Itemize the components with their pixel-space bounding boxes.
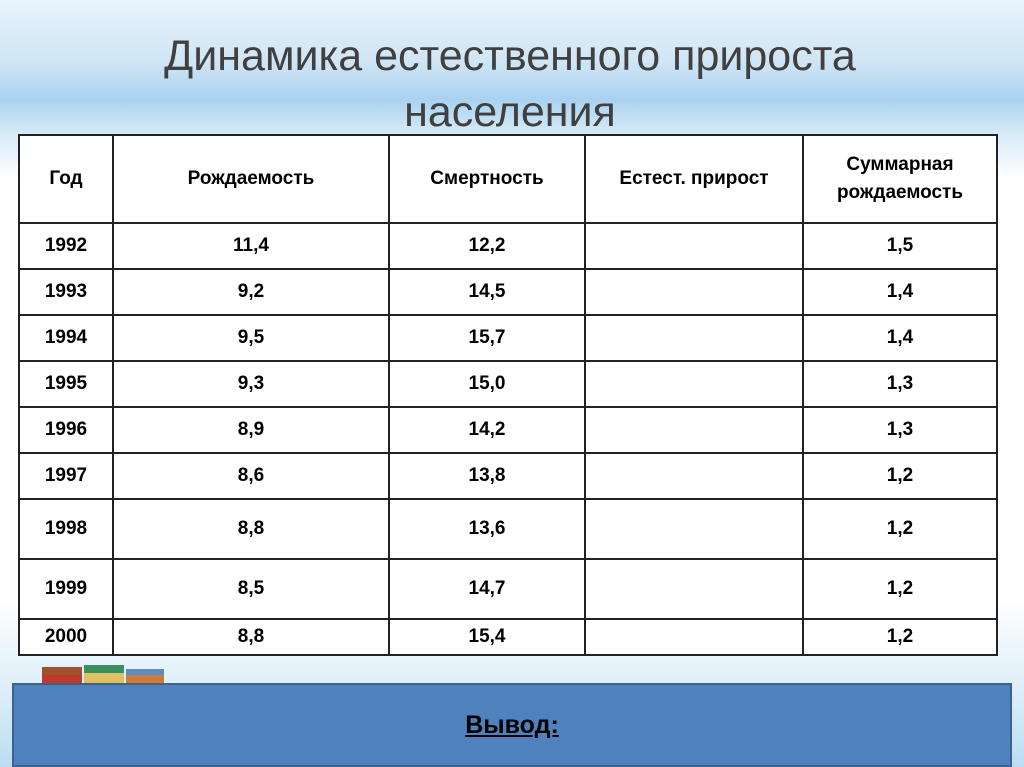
cell-year: 2000 <box>18 618 114 656</box>
cell-year: 1996 <box>18 406 114 454</box>
cell-total-fertility: 1,3 <box>802 360 998 408</box>
cell-death-rate: 15,7 <box>388 314 586 362</box>
cell-total-fertility: 1,2 <box>802 452 998 500</box>
cell-natural-growth <box>584 558 804 620</box>
header-total-line2: рождаемость <box>836 182 964 203</box>
cell-death-rate: 15,0 <box>388 360 586 408</box>
cell-birth-rate: 8,5 <box>112 558 390 620</box>
cell-birth-rate: 9,2 <box>112 268 390 316</box>
cell-death-rate: 15,4 <box>388 618 586 656</box>
cell-total-fertility: 1,3 <box>802 406 998 454</box>
cell-year: 1999 <box>18 558 114 620</box>
header-total-line1: Суммарная <box>846 154 954 175</box>
cell-birth-rate: 8,6 <box>112 452 390 500</box>
header-year: Год <box>18 134 114 224</box>
cell-birth-rate: 8,9 <box>112 406 390 454</box>
table-row: 1998 8,8 13,6 1,2 <box>18 498 998 560</box>
cell-total-fertility: 1,2 <box>802 498 998 560</box>
table-row: 1992 11,4 12,2 1,5 <box>18 222 998 270</box>
statistics-table: Год Рождаемость Смертность Естест. приро… <box>18 134 998 656</box>
slide-title: Динамика естественного прироста населени… <box>164 32 856 136</box>
cell-birth-rate: 9,3 <box>112 360 390 408</box>
table-header-row: Год Рождаемость Смертность Естест. приро… <box>18 134 998 224</box>
cell-natural-growth <box>584 314 804 362</box>
cell-year: 1994 <box>18 314 114 362</box>
cell-total-fertility: 1,4 <box>802 268 998 316</box>
cell-death-rate: 13,8 <box>388 452 586 500</box>
cell-total-fertility: 1,5 <box>802 222 998 270</box>
table-row: 1995 9,3 15,0 1,3 <box>18 360 998 408</box>
cell-natural-growth <box>584 498 804 560</box>
cell-natural-growth <box>584 406 804 454</box>
table-row: 1997 8,6 13,8 1,2 <box>18 452 998 500</box>
table-row: 1993 9,2 14,5 1,4 <box>18 268 998 316</box>
table-row: 2000 8,8 15,4 1,2 <box>18 618 998 656</box>
header-total-fertility: Суммарная рождаемость <box>802 134 998 224</box>
cell-birth-rate: 9,5 <box>112 314 390 362</box>
cell-death-rate: 12,2 <box>388 222 586 270</box>
conclusion-box: Вывод: <box>12 683 1012 767</box>
cell-natural-growth <box>584 452 804 500</box>
cell-birth-rate: 8,8 <box>112 498 390 560</box>
cell-death-rate: 13,6 <box>388 498 586 560</box>
cell-total-fertility: 1,4 <box>802 314 998 362</box>
cell-birth-rate: 11,4 <box>112 222 390 270</box>
books-icon <box>42 665 164 683</box>
cell-natural-growth <box>584 360 804 408</box>
header-death-rate: Смертность <box>388 134 586 224</box>
conclusion-label: Вывод: <box>465 710 559 739</box>
cell-death-rate: 14,2 <box>388 406 586 454</box>
cell-year: 1993 <box>18 268 114 316</box>
table-row: 1994 9,5 15,7 1,4 <box>18 314 998 362</box>
cell-year: 1995 <box>18 360 114 408</box>
table-row: 1999 8,5 14,7 1,2 <box>18 558 998 620</box>
cell-death-rate: 14,5 <box>388 268 586 316</box>
cell-year: 1992 <box>18 222 114 270</box>
header-natural-growth: Естест. прирост <box>584 134 804 224</box>
header-birth-rate: Рождаемость <box>112 134 390 224</box>
cell-natural-growth <box>584 222 804 270</box>
cell-total-fertility: 1,2 <box>802 558 998 620</box>
cell-natural-growth <box>584 268 804 316</box>
table-row: 1996 8,9 14,2 1,3 <box>18 406 998 454</box>
cell-birth-rate: 8,8 <box>112 618 390 656</box>
cell-natural-growth <box>584 618 804 656</box>
cell-year: 1998 <box>18 498 114 560</box>
cell-year: 1997 <box>18 452 114 500</box>
cell-total-fertility: 1,2 <box>802 618 998 656</box>
cell-death-rate: 14,7 <box>388 558 586 620</box>
